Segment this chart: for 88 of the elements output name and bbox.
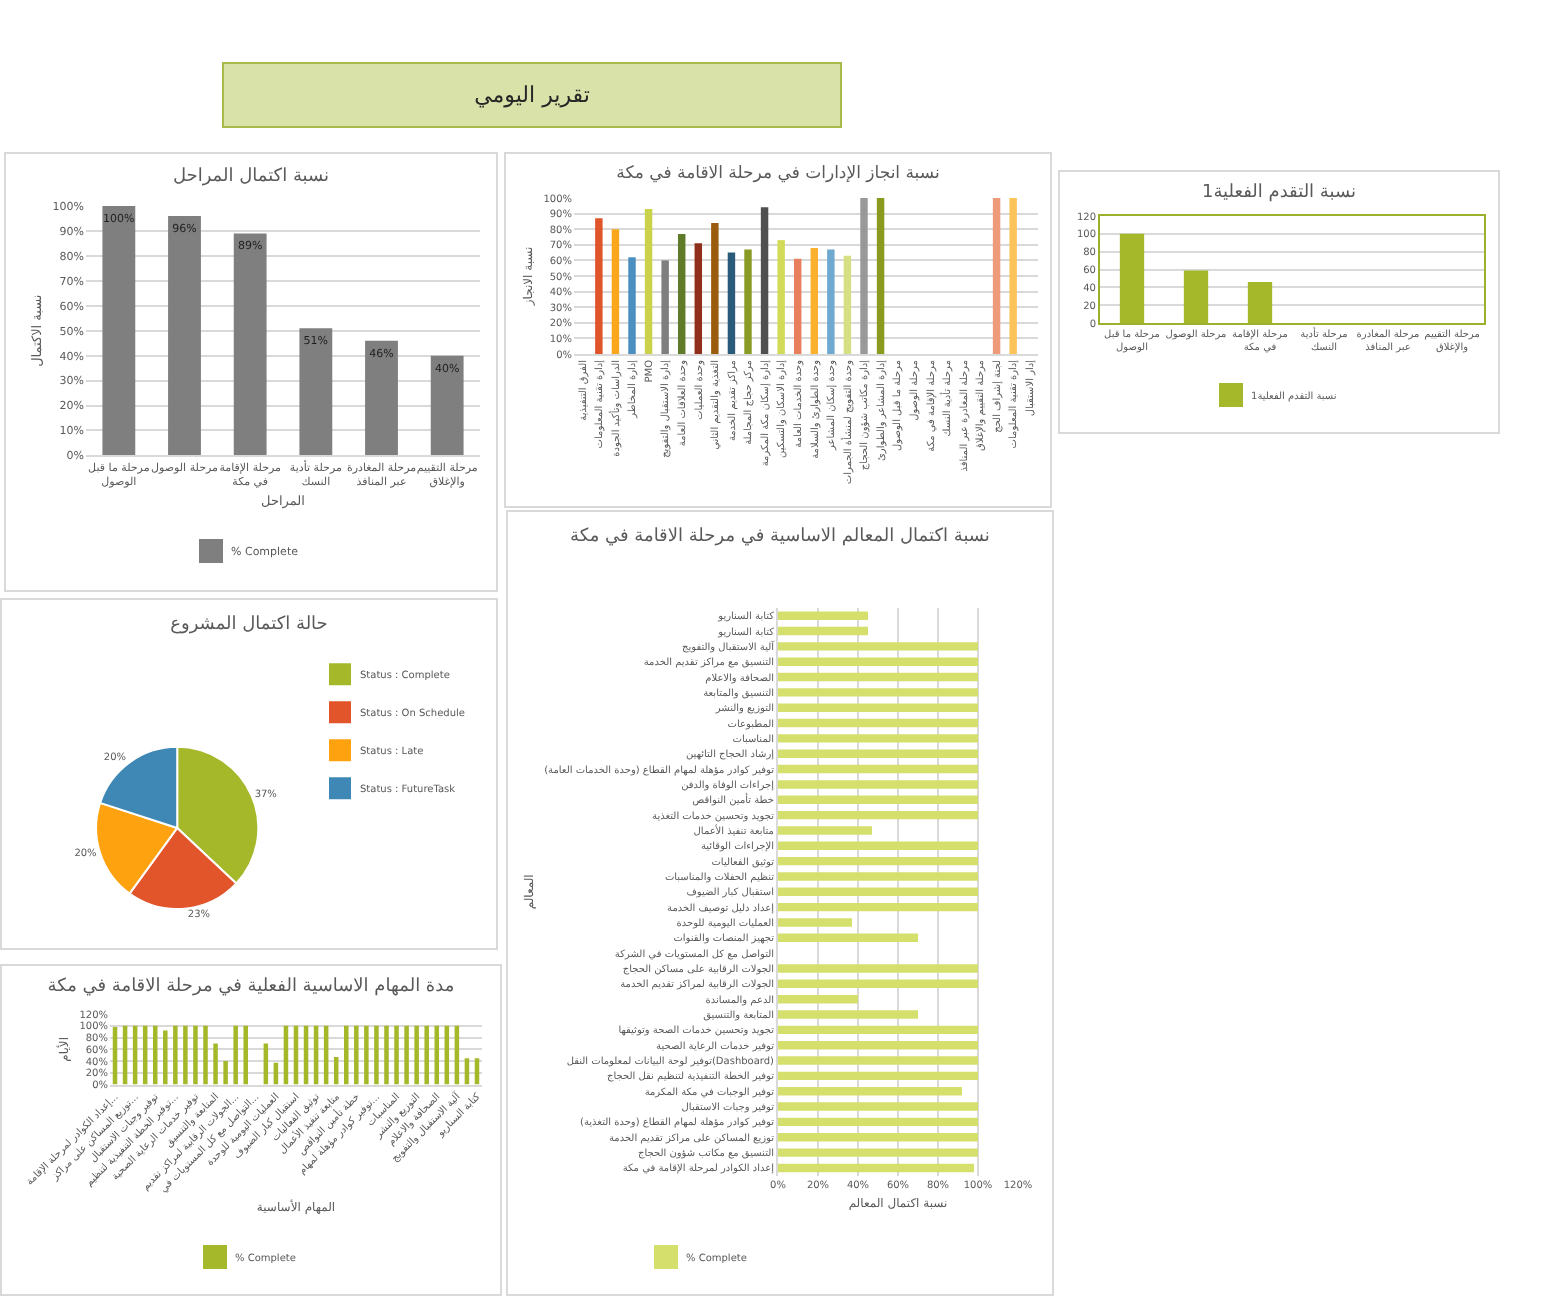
bar xyxy=(213,1043,218,1085)
bar xyxy=(203,1025,208,1085)
bar xyxy=(778,1010,918,1019)
bar xyxy=(778,1163,974,1173)
chart-title: مدة المهام الاساسية الفعلية في مرحلة الاقامة في مكة xyxy=(47,976,455,997)
bar xyxy=(778,1117,978,1127)
bar xyxy=(677,233,686,354)
bar xyxy=(860,198,868,354)
bar xyxy=(843,255,852,354)
bar xyxy=(102,206,136,456)
bar xyxy=(364,1025,369,1085)
bar xyxy=(778,1087,962,1096)
bar xyxy=(793,258,802,354)
bar xyxy=(827,249,835,354)
bar xyxy=(778,872,978,881)
bar xyxy=(299,328,333,456)
bar xyxy=(778,979,978,989)
bar xyxy=(711,222,719,354)
bar xyxy=(777,240,785,354)
bar xyxy=(778,1056,978,1065)
bar xyxy=(778,795,978,804)
bar xyxy=(414,1025,419,1085)
bar xyxy=(810,247,819,354)
bar xyxy=(876,198,885,354)
bar xyxy=(778,933,918,943)
chart-title: نسبة انجاز الإدارات في مرحلة الاقامة في مكة xyxy=(616,163,940,184)
bar xyxy=(778,810,978,820)
bar xyxy=(778,1071,978,1081)
bar xyxy=(778,887,978,897)
bar xyxy=(193,1025,198,1085)
bar xyxy=(778,626,868,636)
bar xyxy=(778,1133,978,1142)
bar xyxy=(233,1025,238,1085)
bar xyxy=(778,672,978,682)
bar xyxy=(778,734,978,743)
bar xyxy=(778,841,978,850)
bar xyxy=(778,611,868,620)
bar xyxy=(173,1025,178,1085)
bar xyxy=(778,1040,978,1050)
chart-title: نسبة اكتمال المعالم الاساسية في مرحلة الاقامة في مكة xyxy=(570,526,990,547)
chart-title: نسبة التقدم الفعلية1 xyxy=(1202,182,1356,203)
bar xyxy=(168,215,201,456)
bar xyxy=(344,1025,349,1085)
text: تقرير اليومي xyxy=(474,82,590,108)
bar xyxy=(778,1148,978,1157)
bar xyxy=(384,1025,389,1085)
bar xyxy=(778,764,978,774)
bar xyxy=(778,718,978,728)
bar xyxy=(778,749,978,758)
bar xyxy=(778,703,978,712)
bar xyxy=(152,1025,158,1085)
bar xyxy=(778,902,978,912)
bar xyxy=(727,252,736,354)
bar xyxy=(778,964,978,973)
bar xyxy=(778,826,872,835)
bar xyxy=(644,208,653,354)
bar xyxy=(992,198,1001,354)
bar xyxy=(354,1025,359,1085)
bar xyxy=(595,218,603,354)
chart-title: حالة اكتمال المشروع xyxy=(170,614,328,635)
bar xyxy=(404,1025,409,1085)
bar xyxy=(778,1025,978,1035)
bar xyxy=(661,260,669,354)
bar xyxy=(394,1025,399,1085)
bar xyxy=(744,249,752,354)
bar xyxy=(628,257,636,354)
bar xyxy=(611,229,620,354)
bar xyxy=(233,233,267,456)
bar xyxy=(1009,198,1017,354)
bar xyxy=(430,355,464,456)
bar xyxy=(424,1025,429,1085)
chart-title: نسبة اكتمال المراحل xyxy=(172,166,330,187)
bar xyxy=(183,1025,188,1085)
bar xyxy=(778,1102,978,1111)
bar xyxy=(778,688,978,697)
bar xyxy=(778,918,852,927)
bar xyxy=(694,243,703,354)
bar xyxy=(778,642,978,651)
bar xyxy=(778,994,858,1004)
bar xyxy=(243,1025,248,1085)
bar xyxy=(374,1025,379,1085)
bar xyxy=(223,1061,228,1085)
bar xyxy=(778,657,978,666)
bar xyxy=(760,207,769,354)
bar xyxy=(778,780,978,789)
bar xyxy=(365,340,398,456)
bar xyxy=(778,856,978,866)
bar xyxy=(163,1030,168,1085)
